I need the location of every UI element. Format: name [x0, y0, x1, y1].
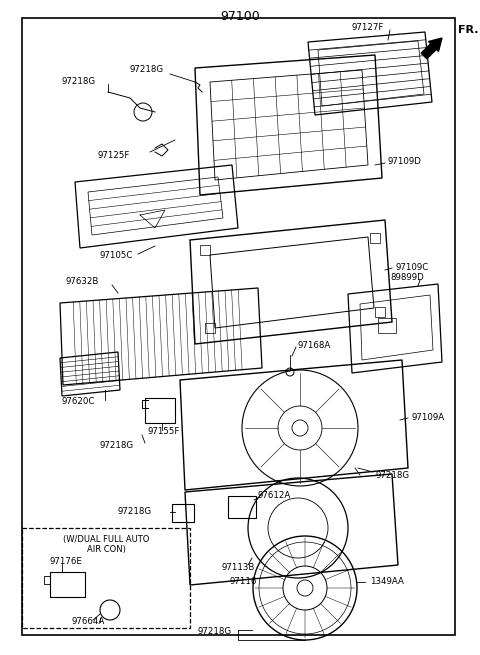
Bar: [200, 245, 210, 255]
Text: 97113B: 97113B: [222, 563, 255, 572]
Text: 97218G: 97218G: [118, 508, 152, 517]
Bar: [22, 528, 190, 628]
Bar: [370, 233, 380, 243]
Bar: [205, 323, 215, 333]
Text: 97218G: 97218G: [198, 627, 232, 637]
Text: 97176E: 97176E: [50, 557, 83, 567]
Text: 97620C: 97620C: [62, 398, 96, 407]
Text: 97168A: 97168A: [298, 341, 331, 350]
Text: 97109A: 97109A: [412, 413, 445, 422]
Bar: [378, 318, 396, 333]
Text: 97109D: 97109D: [388, 157, 422, 166]
Bar: [375, 307, 385, 317]
Text: 97218G: 97218G: [130, 66, 164, 75]
Bar: [50, 572, 85, 597]
Text: 97218G: 97218G: [375, 470, 409, 479]
Text: FR.: FR.: [458, 25, 479, 35]
Text: 97612A: 97612A: [258, 491, 291, 500]
Text: 97664A: 97664A: [72, 618, 105, 626]
Text: 97632B: 97632B: [65, 278, 98, 286]
Text: 97100: 97100: [220, 10, 260, 23]
Text: 1349AA: 1349AA: [370, 578, 404, 586]
Text: 97218G: 97218G: [62, 77, 96, 86]
Text: 97109C: 97109C: [395, 263, 428, 272]
Bar: [228, 496, 256, 518]
Text: 97218G: 97218G: [100, 441, 134, 449]
Text: 97105C: 97105C: [100, 252, 133, 261]
Text: 89899D: 89899D: [390, 274, 424, 282]
Text: 97116: 97116: [230, 578, 257, 586]
Text: 97127F: 97127F: [352, 22, 384, 31]
FancyArrow shape: [421, 38, 442, 59]
Text: 97155F: 97155F: [148, 428, 180, 436]
Bar: [172, 504, 194, 522]
Text: (W/DUAL FULL AUTO
AIR CON): (W/DUAL FULL AUTO AIR CON): [63, 535, 149, 554]
Bar: [145, 398, 175, 423]
Text: 97125F: 97125F: [98, 151, 131, 160]
